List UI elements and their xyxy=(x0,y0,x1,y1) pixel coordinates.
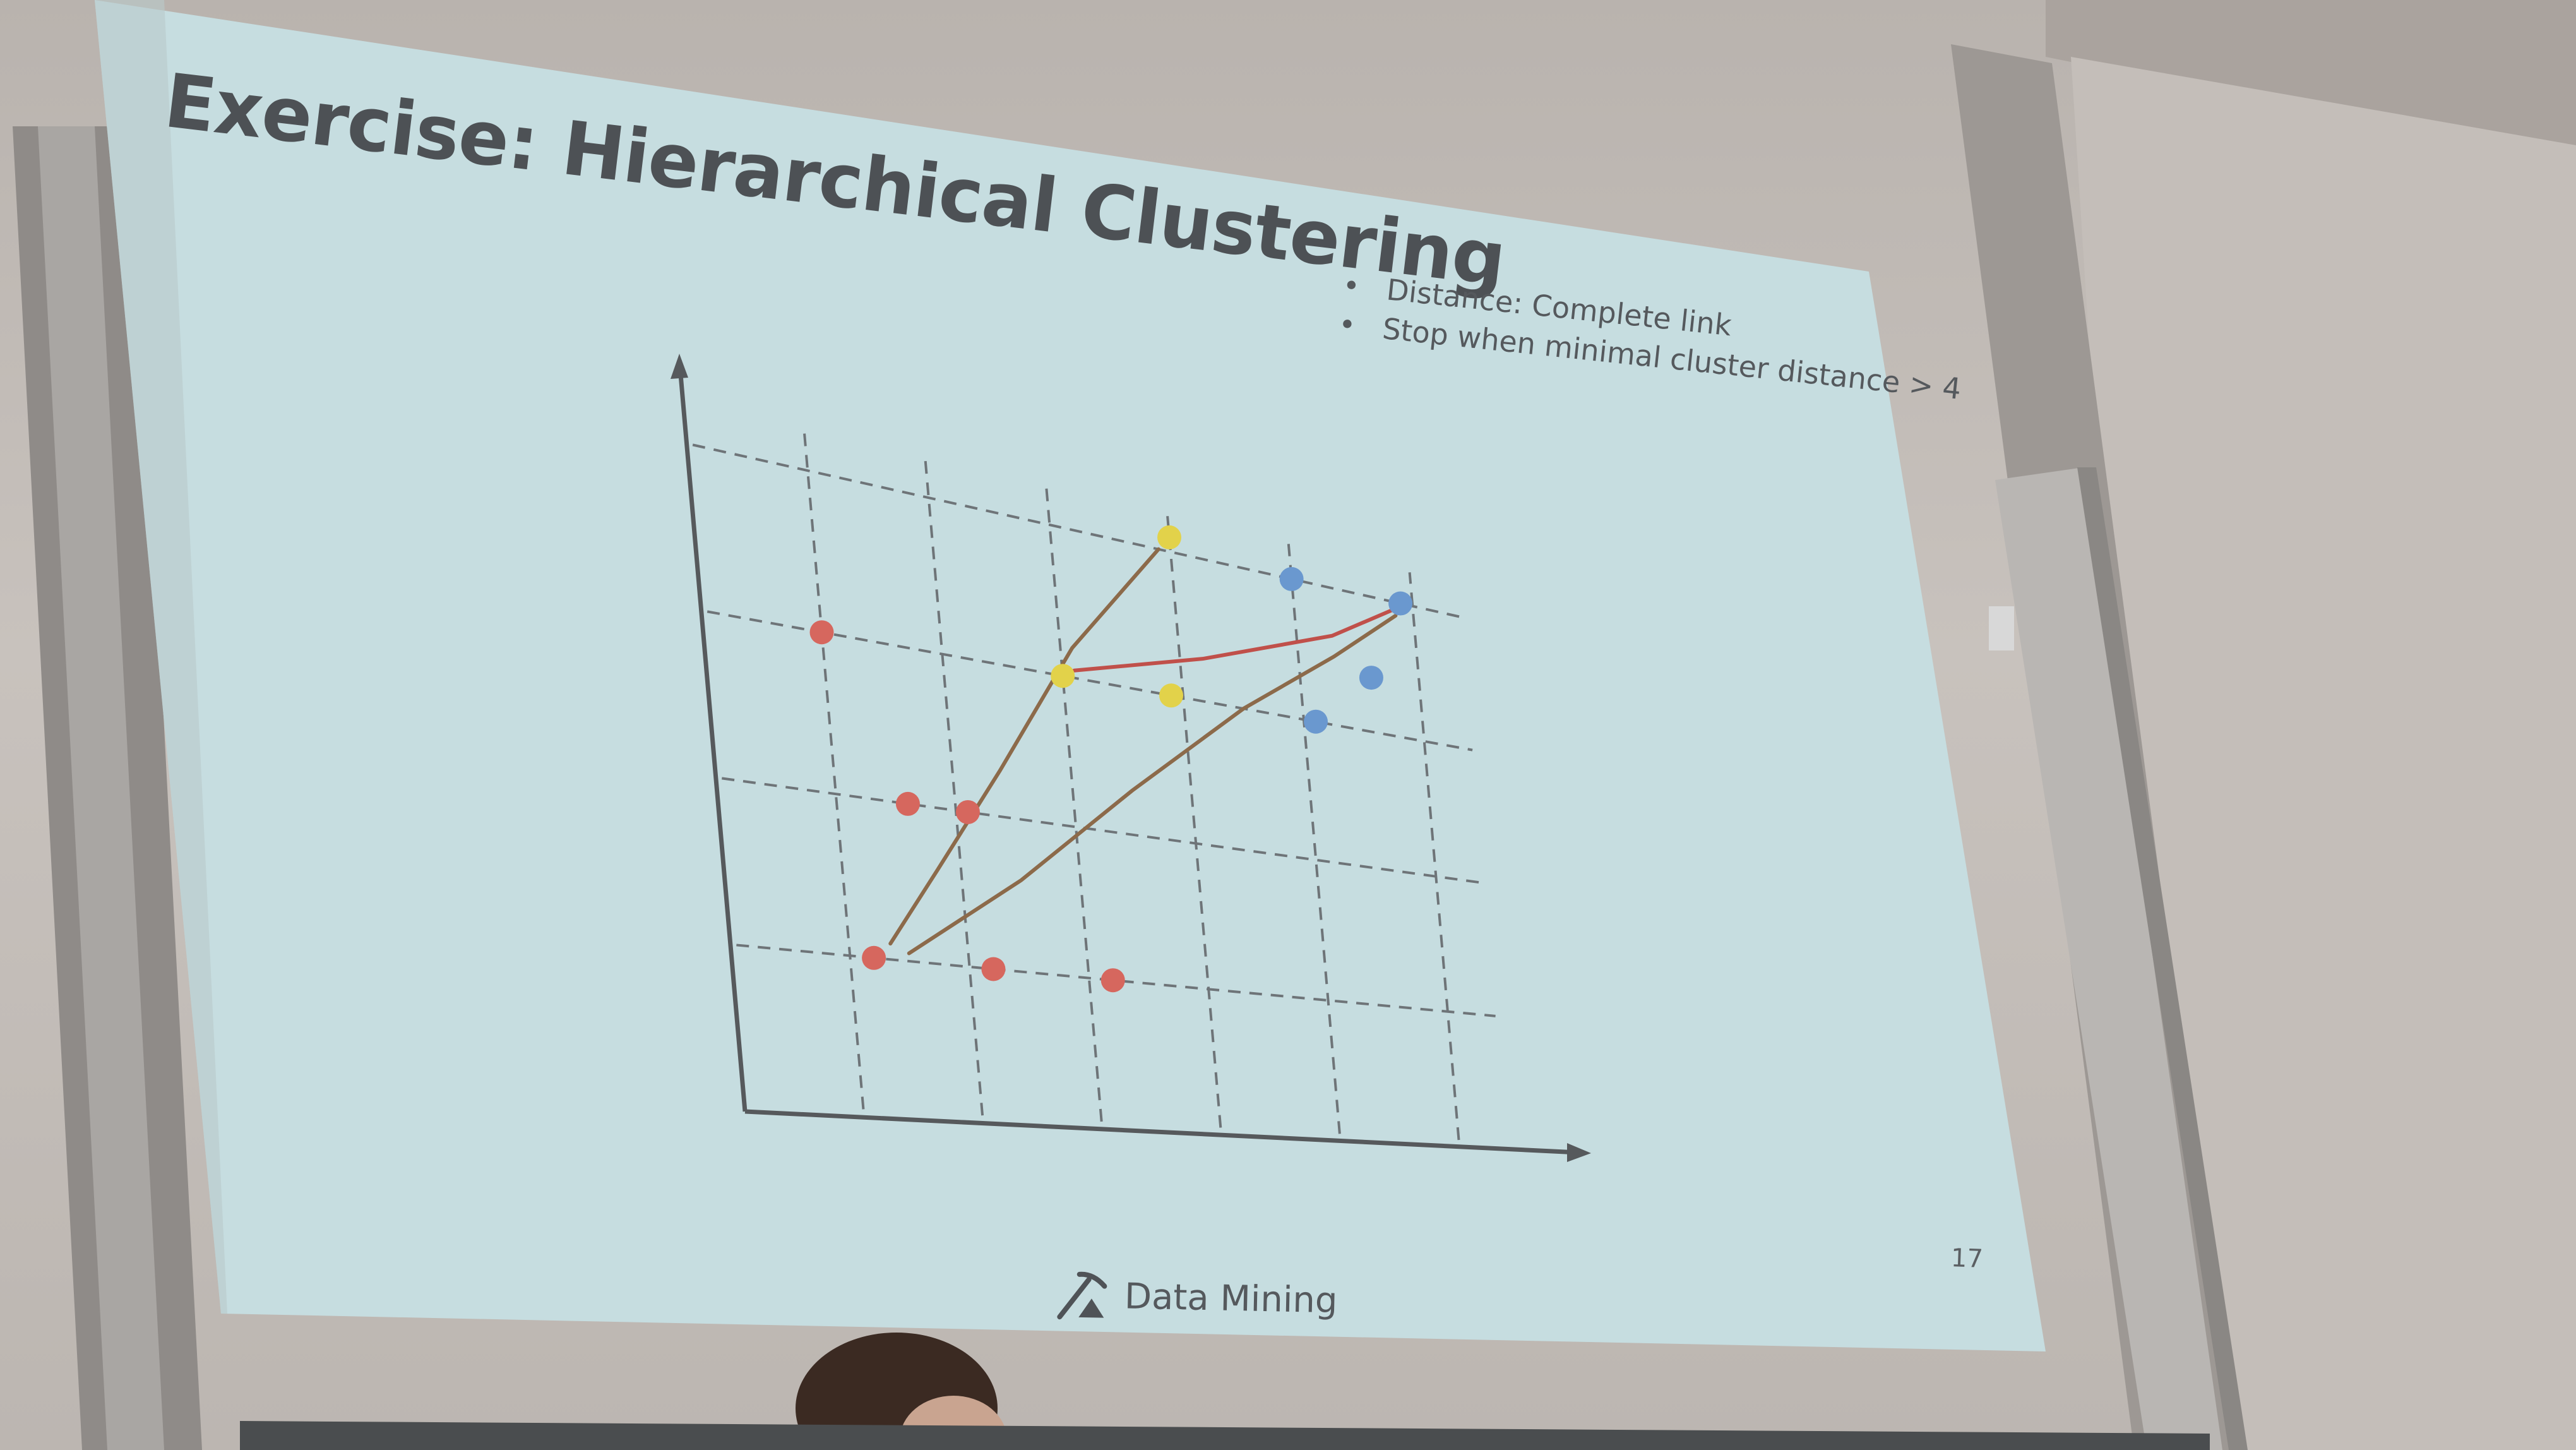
red-data-point xyxy=(895,791,920,816)
right-wall xyxy=(2071,57,2576,1450)
ink-stroke-yellow-link xyxy=(888,547,1160,946)
red-data-point xyxy=(809,620,834,645)
right-rail xyxy=(1995,467,2222,1450)
screen-left-overlay xyxy=(95,0,227,1314)
grid-line-vertical xyxy=(924,458,984,1116)
blue-data-point xyxy=(1304,709,1328,734)
grid-line-horizontal xyxy=(707,610,1473,752)
footer-text: Data Mining xyxy=(1124,1275,1339,1321)
yellow-data-point xyxy=(1159,683,1184,708)
grid-line-vertical xyxy=(802,429,865,1110)
pickaxe-logo-icon xyxy=(1057,1271,1107,1320)
footer-brand: Data Mining xyxy=(1053,1266,1338,1329)
red-data-point xyxy=(955,800,980,824)
yellow-data-point xyxy=(1051,664,1075,688)
ink-stroke-red-link xyxy=(1072,607,1397,673)
red-data-point xyxy=(862,945,886,970)
bullet-dot: • xyxy=(1340,267,1362,304)
blue-data-point xyxy=(1359,666,1383,690)
right-rail-edge xyxy=(2077,467,2248,1450)
bullet-dot: • xyxy=(1337,306,1358,343)
data-points xyxy=(809,525,1413,993)
blue-data-point xyxy=(1388,591,1413,616)
ink-stroke-long-link xyxy=(907,613,1398,956)
grid-line-horizontal xyxy=(692,443,1462,618)
ceiling xyxy=(0,0,2576,164)
grid-line-vertical xyxy=(1408,572,1460,1141)
red-data-point xyxy=(981,957,1006,981)
yellow-data-point xyxy=(1157,525,1182,549)
grid-lines xyxy=(692,429,1496,1141)
board-ledge xyxy=(240,1421,2210,1450)
x-axis xyxy=(744,1109,1579,1155)
left-frame-highlight xyxy=(38,126,164,1450)
grid-line-vertical xyxy=(1166,515,1222,1128)
red-data-point xyxy=(1100,968,1125,993)
handwritten-strokes xyxy=(888,547,1398,956)
y-axis xyxy=(677,359,748,1112)
rail-bracket xyxy=(1989,606,2014,650)
y-axis-arrow xyxy=(671,354,688,379)
chart xyxy=(671,354,1591,1162)
blue-data-point xyxy=(1279,566,1304,591)
x-axis-arrow xyxy=(1567,1143,1591,1162)
page-number: 17 xyxy=(1950,1243,1984,1274)
